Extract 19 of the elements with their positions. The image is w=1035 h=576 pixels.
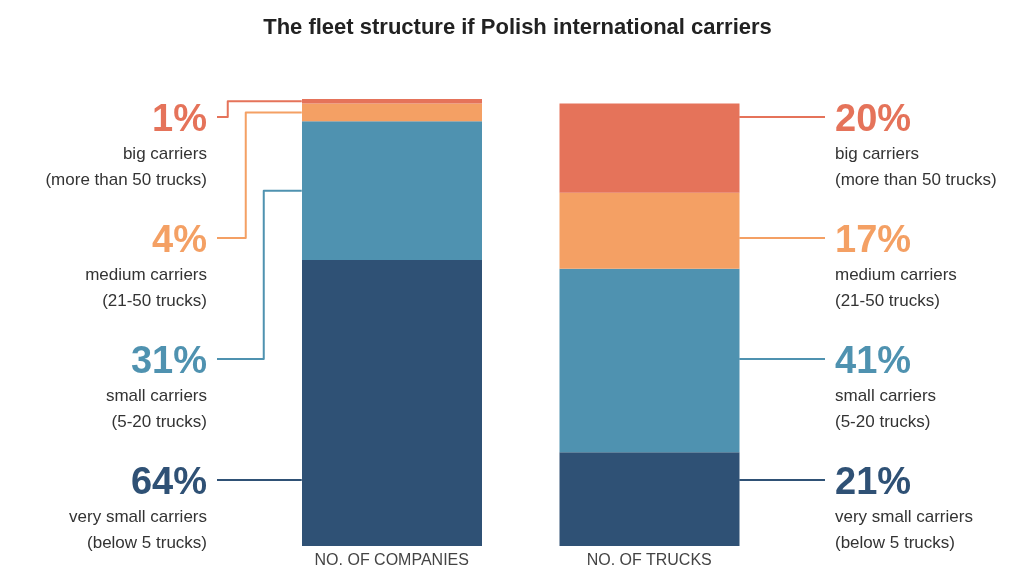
data-label: 64% [130, 460, 207, 502]
text: big carriers (more than 50 trucks) [45, 144, 207, 189]
text: medium carriers (21-50 trucks) [85, 265, 207, 310]
text: small carriers (5-20 trucks) [105, 386, 207, 431]
x-tick-label: NO. OF COMPANIES [314, 551, 469, 569]
data-label: 20% [835, 97, 912, 139]
chart-title: The fleet structure if Polish international carriers [262, 14, 773, 40]
data-label: 1% [152, 97, 207, 139]
x-tick-label: NO. OF TRUCKS [586, 551, 712, 569]
data-label: 4% [152, 218, 207, 260]
data-label: 31% [130, 339, 207, 381]
data-label: 17% [835, 218, 912, 260]
text: big carriers (more than 50 trucks) [835, 144, 997, 189]
text: very small carriers (below 5 trucks) [835, 507, 973, 552]
data-label: 21% [835, 460, 912, 502]
text: medium carriers (21-50 trucks) [835, 265, 957, 310]
text: very small carriers (below 5 trucks) [69, 507, 207, 552]
text: small carriers (5-20 trucks) [835, 386, 937, 431]
data-label: 41% [835, 339, 912, 381]
